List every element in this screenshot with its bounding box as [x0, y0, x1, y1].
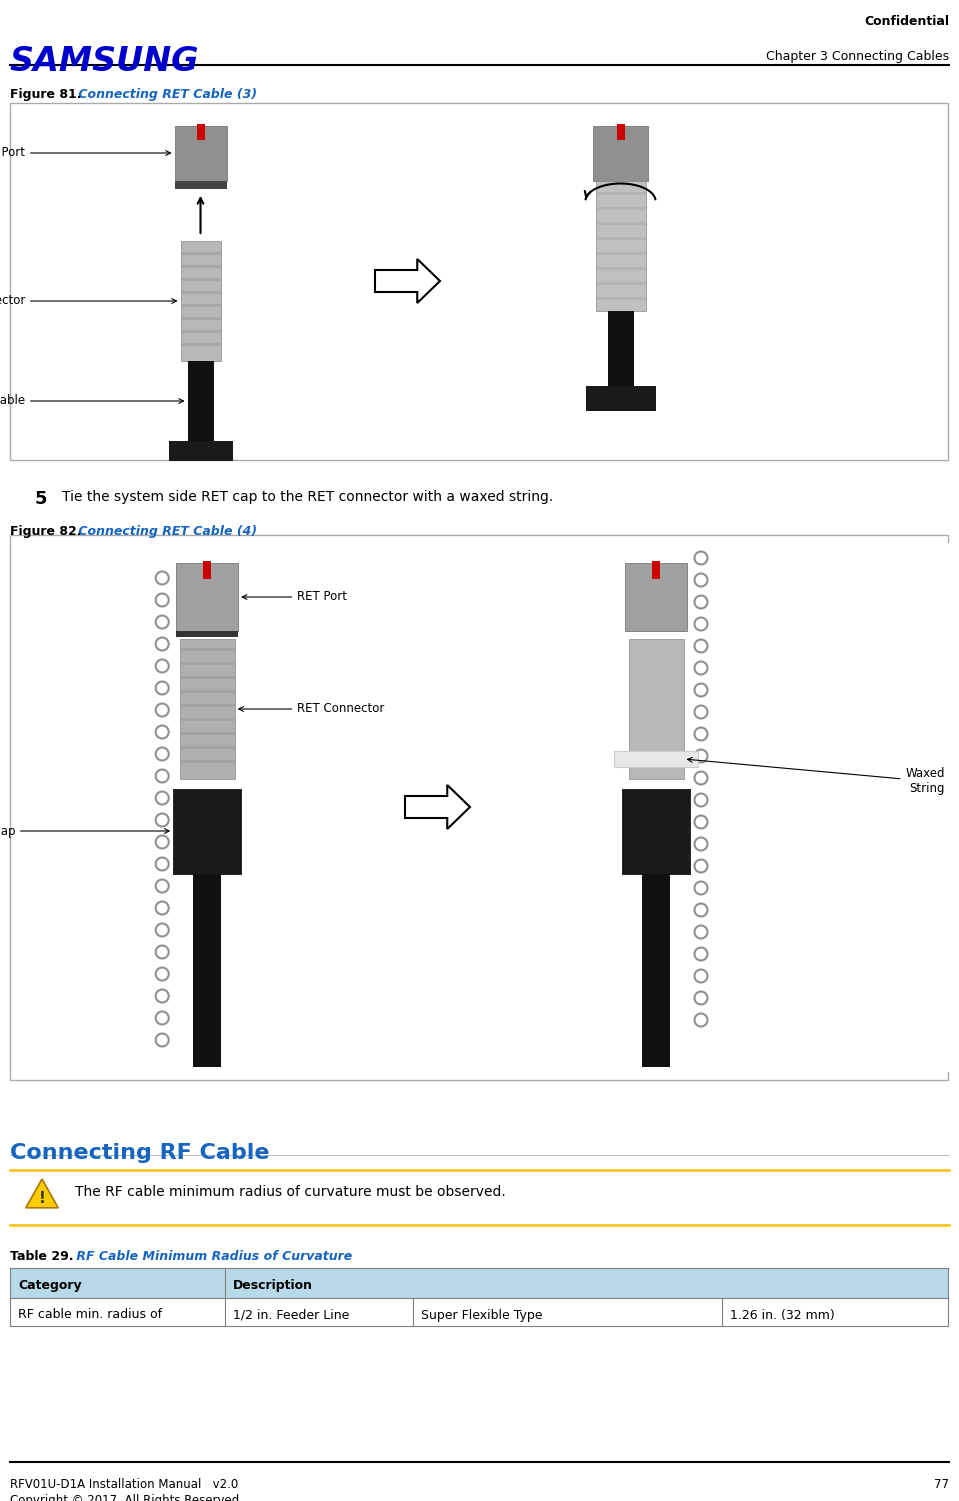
Bar — [179, 717, 235, 720]
Text: RET Cap: RET Cap — [0, 824, 169, 838]
Bar — [10, 1298, 948, 1325]
Text: 1.26 in. (32 mm): 1.26 in. (32 mm) — [730, 1309, 834, 1321]
Bar — [593, 126, 648, 182]
Text: !: ! — [38, 1192, 45, 1207]
Text: RFV01U-D1A Installation Manual   v2.0: RFV01U-D1A Installation Manual v2.0 — [10, 1478, 238, 1490]
Text: Figure 81.: Figure 81. — [10, 89, 82, 101]
Text: RET Connector: RET Connector — [0, 294, 176, 308]
Bar — [175, 126, 226, 182]
Bar — [180, 242, 221, 362]
Bar — [169, 441, 232, 461]
Bar — [180, 278, 221, 281]
Bar — [617, 125, 624, 140]
Text: RET Port: RET Port — [243, 590, 347, 603]
Bar — [176, 630, 238, 636]
Bar — [20, 543, 380, 1072]
Text: 77: 77 — [934, 1478, 949, 1490]
Bar — [625, 563, 687, 630]
Bar — [175, 182, 226, 189]
Bar — [197, 125, 204, 140]
Bar — [180, 305, 221, 308]
Bar — [10, 1268, 948, 1298]
Bar — [614, 750, 698, 767]
Text: RET Port: RET Port — [0, 147, 171, 159]
Bar — [596, 237, 645, 240]
Bar — [180, 344, 221, 347]
Bar — [596, 192, 645, 195]
Bar — [622, 790, 690, 874]
Text: RF cable min. radius of: RF cable min. radius of — [18, 1309, 162, 1321]
Polygon shape — [405, 785, 470, 829]
Bar — [596, 297, 645, 300]
Bar — [180, 252, 221, 255]
Bar — [30, 111, 340, 452]
Bar — [607, 311, 634, 386]
Bar — [179, 690, 235, 693]
Text: Connecting RET Cable (4): Connecting RET Cable (4) — [74, 525, 257, 537]
Text: Confidential: Confidential — [864, 15, 949, 29]
Text: Waxed
String: Waxed String — [688, 758, 945, 796]
Bar — [596, 252, 645, 255]
Bar — [10, 104, 948, 459]
Bar — [179, 639, 235, 779]
Bar — [180, 317, 221, 320]
Text: Connecting RET Cable (3): Connecting RET Cable (3) — [74, 89, 257, 101]
Bar — [179, 675, 235, 678]
Bar — [179, 704, 235, 707]
Text: Connecting RF Cable: Connecting RF Cable — [10, 1142, 269, 1163]
Bar — [596, 282, 645, 285]
Bar — [203, 561, 211, 579]
Bar — [180, 330, 221, 333]
Bar — [470, 111, 900, 452]
Bar — [174, 790, 242, 874]
Text: The RF cable minimum radius of curvature must be observed.: The RF cable minimum radius of curvature… — [75, 1184, 505, 1199]
Bar — [180, 291, 221, 294]
Text: Copyright © 2017, All Rights Reserved.: Copyright © 2017, All Rights Reserved. — [10, 1493, 243, 1501]
Bar — [628, 639, 684, 779]
Bar — [176, 563, 238, 630]
Bar — [179, 746, 235, 749]
Bar — [495, 543, 955, 1072]
Bar — [179, 760, 235, 763]
Bar — [179, 732, 235, 735]
Bar — [586, 386, 656, 411]
Text: Category: Category — [18, 1279, 82, 1292]
Text: RET Connector: RET Connector — [239, 702, 385, 716]
Bar — [596, 207, 645, 210]
Polygon shape — [375, 260, 440, 303]
Bar — [642, 874, 670, 1067]
Text: Tie the system side RET cap to the RET connector with a waxed string.: Tie the system side RET cap to the RET c… — [62, 489, 553, 504]
Text: Description: Description — [233, 1279, 313, 1292]
Text: 1/2 in. Feeder Line: 1/2 in. Feeder Line — [233, 1309, 349, 1321]
Text: SAMSUNG: SAMSUNG — [10, 45, 199, 78]
Text: RET Cable: RET Cable — [0, 395, 183, 407]
Bar — [596, 267, 645, 270]
Text: RF Cable Minimum Radius of Curvature: RF Cable Minimum Radius of Curvature — [72, 1250, 352, 1262]
Bar — [193, 874, 222, 1067]
Text: Figure 82.: Figure 82. — [10, 525, 82, 537]
Bar — [596, 222, 645, 225]
Bar — [180, 266, 221, 269]
Bar — [10, 534, 948, 1081]
Text: Table 29.: Table 29. — [10, 1250, 74, 1262]
Bar — [188, 362, 214, 441]
Text: Super Flexible Type: Super Flexible Type — [421, 1309, 543, 1321]
Bar — [179, 648, 235, 651]
Text: 5: 5 — [35, 489, 48, 507]
Text: Chapter 3 Connecting Cables: Chapter 3 Connecting Cables — [766, 50, 949, 63]
Bar — [179, 662, 235, 665]
Polygon shape — [26, 1178, 58, 1208]
Bar — [596, 182, 645, 311]
Bar — [652, 561, 660, 579]
